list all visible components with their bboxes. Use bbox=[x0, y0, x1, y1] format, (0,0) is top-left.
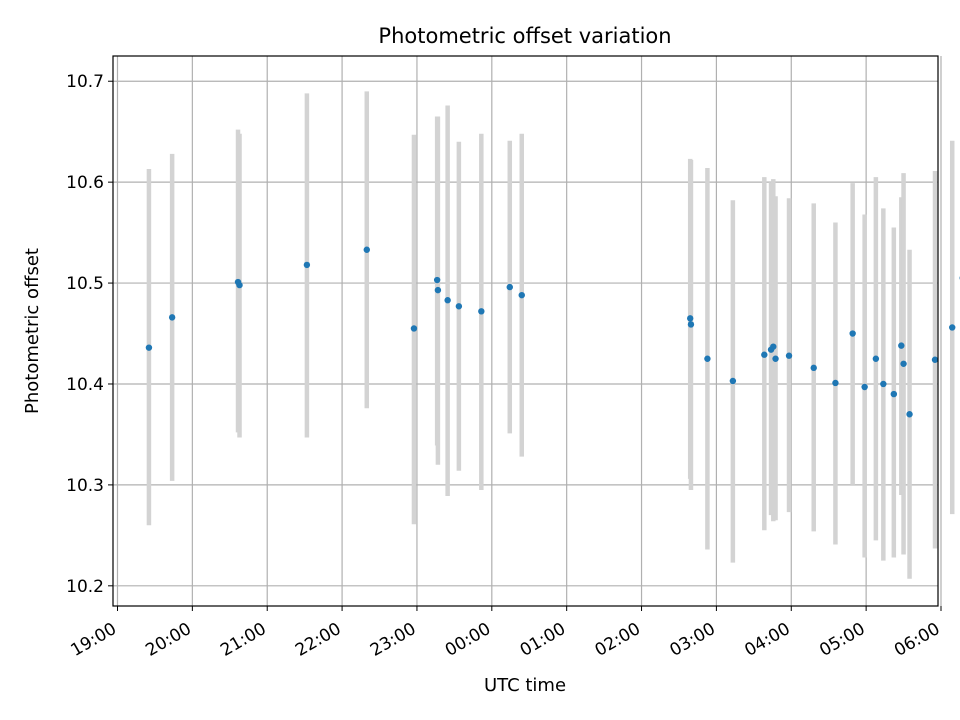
data-point bbox=[455, 303, 463, 310]
data-point bbox=[236, 281, 243, 289]
data-points bbox=[145, 246, 960, 418]
data-point bbox=[898, 342, 905, 349]
data-point bbox=[145, 344, 153, 351]
data-point bbox=[168, 314, 176, 321]
y-axis-label: Photometric offset bbox=[22, 248, 43, 414]
data-point bbox=[761, 351, 768, 358]
data-point bbox=[906, 411, 913, 418]
data-point bbox=[900, 360, 907, 367]
data-point bbox=[687, 315, 694, 322]
data-point bbox=[478, 308, 485, 315]
data-point bbox=[770, 343, 777, 350]
data-point bbox=[433, 276, 441, 284]
data-point bbox=[772, 355, 779, 362]
data-point bbox=[810, 364, 817, 372]
data-point bbox=[861, 383, 868, 391]
data-point bbox=[872, 355, 880, 362]
data-point bbox=[880, 380, 887, 388]
data-point bbox=[410, 325, 418, 332]
data-point bbox=[849, 330, 856, 337]
data-point bbox=[518, 291, 525, 299]
y-tick-label: 10.5 bbox=[66, 274, 104, 294]
y-tick-label: 10.6 bbox=[66, 173, 104, 193]
data-point bbox=[890, 390, 898, 398]
y-axis-ticks: 10.2 10.3 10.4 10.5 10.6 10.7 bbox=[66, 72, 113, 597]
y-tick-label: 10.7 bbox=[66, 72, 104, 92]
chart-title: Photometric offset variation bbox=[378, 24, 671, 48]
y-tick-label: 10.4 bbox=[66, 375, 104, 395]
data-point bbox=[949, 324, 956, 331]
plot-frame bbox=[112, 55, 939, 607]
data-point bbox=[832, 379, 839, 387]
data-point bbox=[729, 377, 737, 385]
data-point bbox=[303, 261, 311, 269]
data-point bbox=[506, 283, 513, 291]
y-tick-label: 10.3 bbox=[66, 476, 104, 496]
data-point bbox=[444, 297, 451, 304]
data-point bbox=[687, 321, 695, 328]
x-axis-label: UTC time bbox=[484, 675, 566, 696]
data-point bbox=[785, 352, 793, 359]
data-point bbox=[704, 355, 711, 362]
y-tick-label: 10.2 bbox=[66, 577, 104, 597]
data-point bbox=[363, 246, 370, 253]
data-point bbox=[931, 356, 939, 363]
data-point bbox=[434, 286, 442, 294]
